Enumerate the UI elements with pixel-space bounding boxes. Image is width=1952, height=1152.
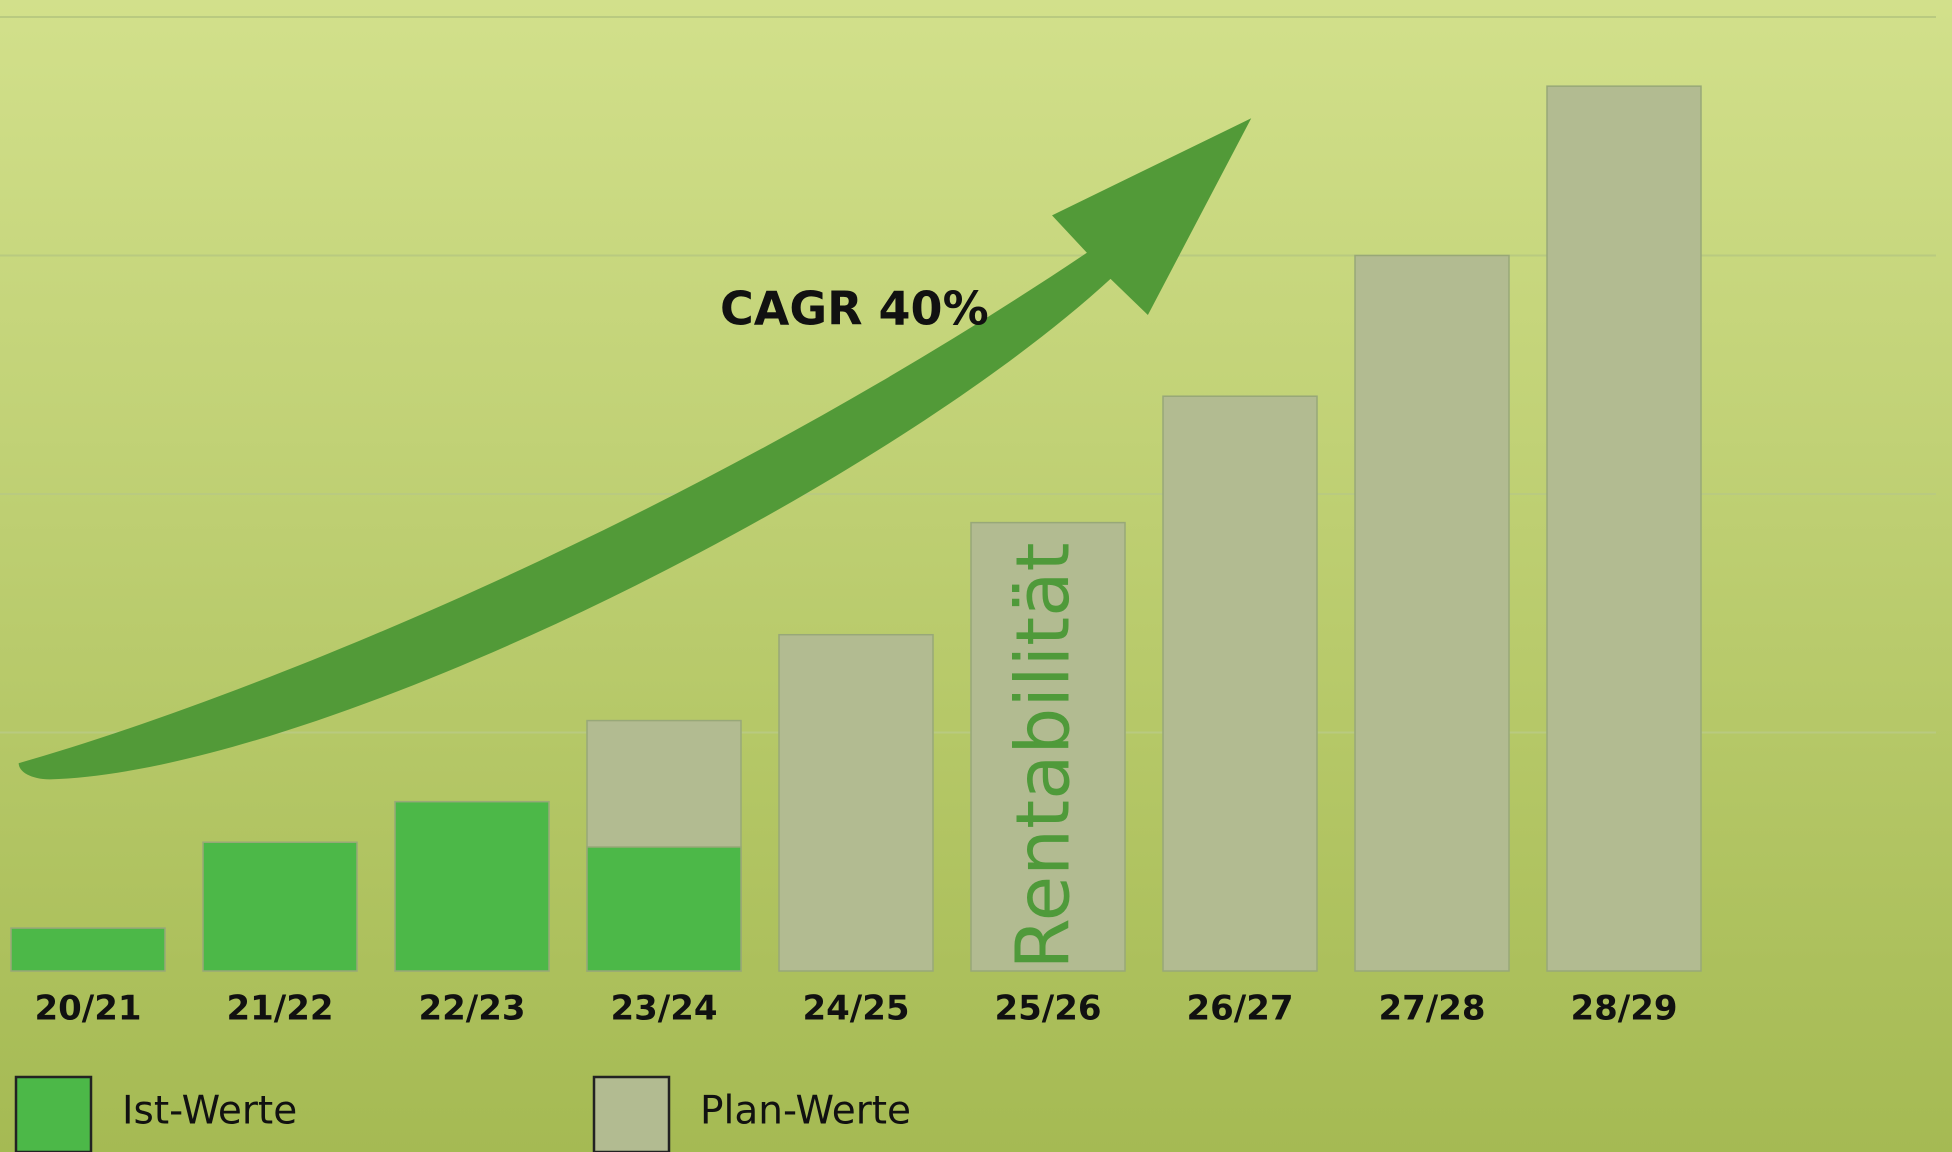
bar xyxy=(1354,254,1510,972)
bar xyxy=(394,800,550,972)
legend-label: Ist-Werte xyxy=(122,1089,297,1134)
growth-arrow xyxy=(18,118,1252,780)
x-tick-label: 26/27 xyxy=(1186,989,1293,1029)
legend-swatch xyxy=(14,1075,93,1152)
bar xyxy=(586,846,742,972)
legend: Ist-Werte Plan-Werte xyxy=(14,1075,911,1152)
bar xyxy=(10,927,166,972)
x-tick-label: 27/28 xyxy=(1378,989,1485,1029)
x-tick-label: 22/23 xyxy=(418,989,525,1029)
rentabilitaet-annotation: Rentabilität xyxy=(1001,543,1087,970)
x-tick-label: 20/21 xyxy=(34,989,141,1029)
x-tick-label: 24/25 xyxy=(802,989,909,1029)
legend-label: Plan-Werte xyxy=(700,1089,911,1134)
x-tick-label: 25/26 xyxy=(994,989,1101,1029)
x-tick-label: 28/29 xyxy=(1570,989,1677,1029)
bar xyxy=(202,841,358,972)
bar xyxy=(1546,85,1702,972)
x-axis-labels: 20/21 21/22 22/23 23/24 24/25 25/26 26/27 27/28… xyxy=(34,989,1677,1029)
bar xyxy=(778,633,934,972)
x-tick-label: 21/22 xyxy=(226,989,333,1029)
legend-swatch xyxy=(592,1075,671,1152)
bar xyxy=(1162,395,1318,972)
bars xyxy=(10,85,1702,972)
bar xyxy=(970,521,1126,972)
cagr-annotation: CAGR 40% xyxy=(720,282,989,336)
x-tick-label: 23/24 xyxy=(610,989,717,1029)
